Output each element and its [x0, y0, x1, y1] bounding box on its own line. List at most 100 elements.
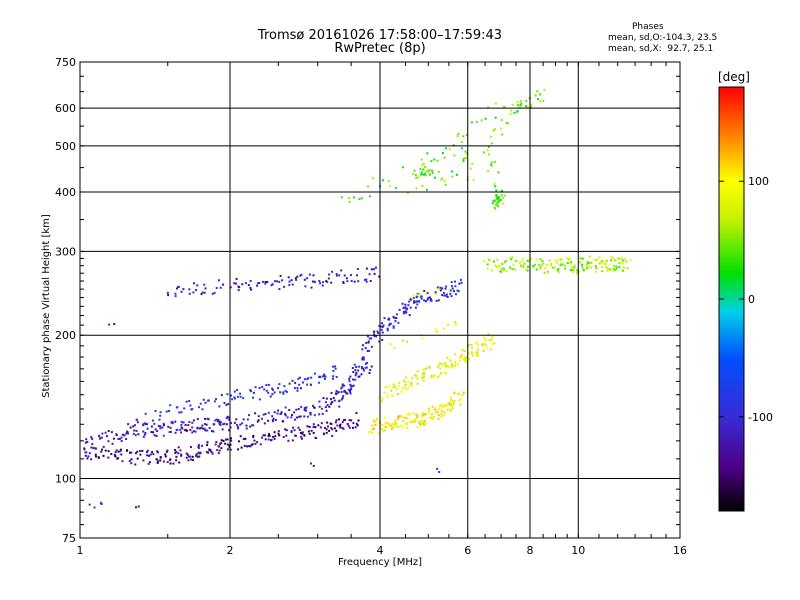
- data-point: [373, 335, 376, 337]
- data-point: [621, 269, 624, 271]
- data-point: [604, 263, 607, 266]
- data-point: [433, 158, 436, 161]
- data-point: [421, 377, 424, 380]
- data-point: [537, 98, 540, 100]
- data-point: [354, 369, 357, 371]
- data-point: [476, 351, 479, 354]
- data-point: [582, 257, 584, 260]
- data-point: [503, 267, 505, 270]
- data-point: [392, 422, 395, 425]
- data-point: [420, 295, 423, 298]
- data-point: [465, 151, 468, 154]
- data-point: [303, 278, 306, 281]
- data-point: [268, 435, 271, 437]
- data-point: [444, 287, 447, 290]
- data-point: [185, 400, 188, 403]
- data-point: [612, 269, 615, 272]
- data-point: [629, 258, 632, 261]
- data-point: [161, 426, 164, 429]
- data-point: [164, 455, 167, 458]
- data-point: [350, 280, 353, 282]
- data-point: [358, 198, 361, 201]
- data-point: [206, 417, 209, 420]
- data-point: [113, 453, 116, 456]
- data-point: [471, 162, 474, 165]
- data-point: [148, 461, 151, 464]
- data-point: [86, 441, 89, 443]
- data-point: [398, 385, 401, 388]
- data-point: [619, 257, 622, 260]
- data-point: [511, 256, 514, 259]
- data-point: [371, 428, 374, 431]
- data-point: [299, 415, 302, 418]
- data-point: [426, 298, 429, 301]
- data-point: [453, 392, 456, 395]
- data-point: [402, 420, 405, 423]
- data-point: [348, 426, 351, 429]
- data-point: [168, 410, 170, 412]
- data-point: [490, 338, 493, 341]
- data-point: [119, 448, 122, 451]
- data-point: [368, 195, 371, 198]
- y-tick-label: 100: [55, 473, 76, 486]
- data-point: [538, 263, 541, 266]
- data-point: [373, 427, 375, 430]
- data-point: [431, 405, 434, 408]
- data-point: [406, 413, 409, 416]
- data-point: [444, 294, 447, 297]
- data-point: [165, 410, 168, 413]
- data-point: [381, 322, 383, 325]
- data-point: [440, 413, 443, 416]
- data-point: [98, 434, 100, 437]
- data-point: [441, 406, 444, 408]
- data-point: [419, 420, 422, 423]
- data-point: [626, 267, 629, 270]
- data-point: [402, 387, 404, 390]
- colorbar-title: [deg]: [718, 70, 750, 84]
- data-point: [519, 266, 522, 268]
- data-point: [525, 100, 528, 102]
- data-point: [163, 424, 165, 427]
- data-point: [440, 403, 443, 406]
- data-point: [464, 157, 467, 160]
- data-point: [349, 390, 351, 393]
- data-point: [126, 449, 129, 452]
- data-point: [342, 419, 345, 422]
- data-point: [196, 284, 199, 287]
- data-point: [496, 201, 499, 204]
- data-point: [373, 272, 376, 275]
- data-point: [200, 293, 203, 296]
- data-point: [406, 191, 409, 194]
- data-point: [284, 414, 287, 417]
- data-point: [568, 257, 571, 260]
- data-point: [169, 458, 172, 461]
- data-point: [368, 273, 371, 276]
- data-point: [271, 393, 274, 396]
- data-point: [283, 385, 286, 388]
- data-point: [501, 189, 503, 192]
- data-point: [610, 256, 613, 259]
- data-point: [344, 418, 346, 421]
- data-point: [318, 280, 321, 282]
- data-point: [174, 449, 177, 451]
- data-point: [188, 288, 191, 291]
- data-point: [333, 399, 336, 402]
- data-point: [521, 260, 524, 263]
- data-point: [457, 133, 460, 135]
- y-tick-label: 75: [62, 532, 76, 545]
- data-point: [360, 373, 363, 376]
- data-point: [332, 365, 334, 368]
- data-point: [330, 281, 333, 284]
- data-point: [509, 113, 512, 115]
- data-point: [142, 435, 145, 438]
- data-point: [242, 418, 245, 421]
- data-point: [284, 406, 287, 409]
- data-point: [332, 375, 335, 378]
- x-tick-label: 16: [673, 544, 687, 557]
- data-point: [236, 425, 239, 428]
- data-point: [554, 266, 557, 269]
- data-point: [220, 442, 223, 444]
- data-point: [413, 421, 416, 424]
- data-point: [617, 257, 620, 260]
- data-point: [256, 441, 259, 444]
